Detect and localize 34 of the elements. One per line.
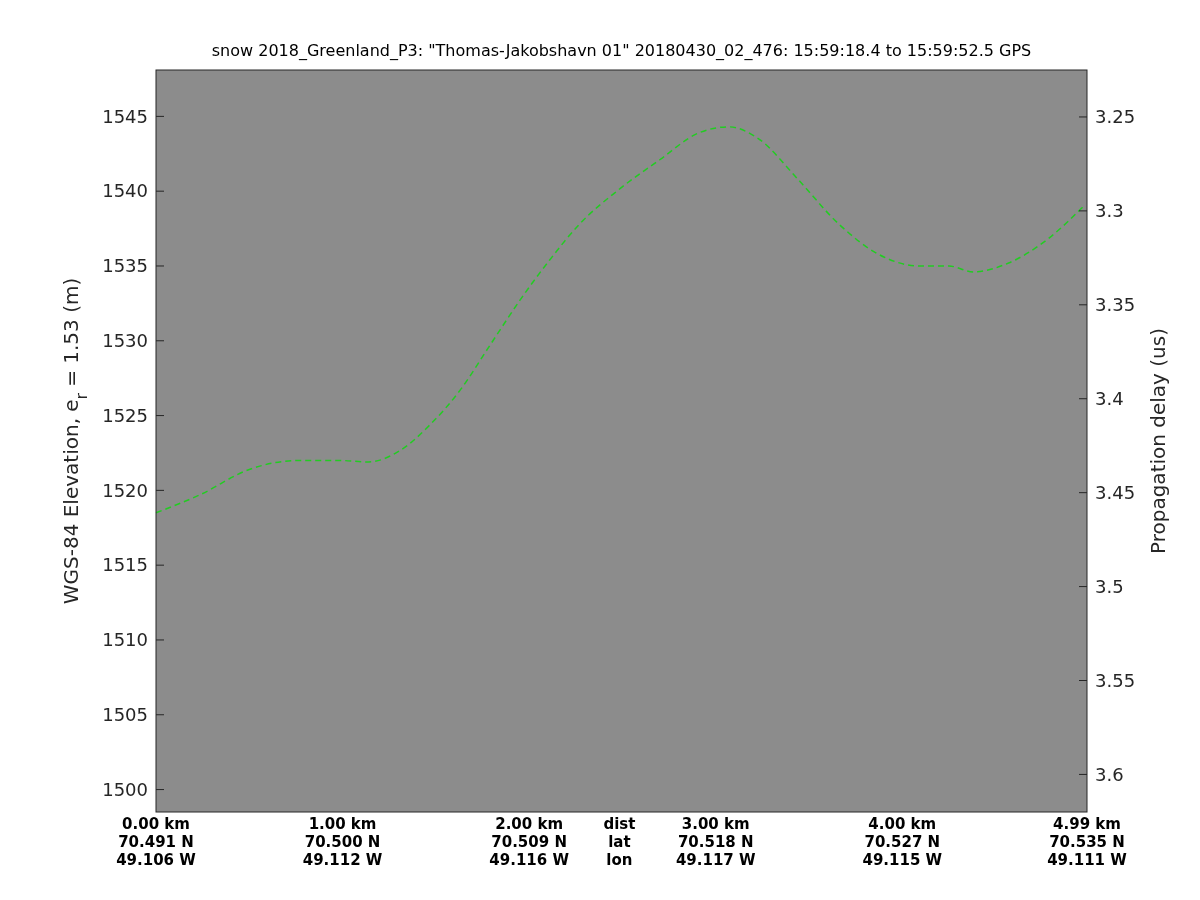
- y2-axis-title: Propagation delay (us): [1146, 327, 1170, 555]
- x-tick-label: 3.00 km: [681, 815, 750, 833]
- y2-tick-label: 3.55: [1095, 669, 1136, 691]
- text: 70.500 N 49.112 W: [302, 833, 383, 869]
- y-tick-label: 1545: [102, 105, 148, 127]
- x-tick-label: 2.00 km: [495, 815, 564, 833]
- text: 70.535 N 49.111 W: [1047, 833, 1128, 869]
- y-tick-label: 1500: [102, 778, 148, 800]
- x-tick-label: 4.99 km: [1053, 815, 1121, 833]
- text: dist lat lon: [603, 815, 636, 869]
- y-tick-label: 1520: [102, 479, 148, 501]
- y2-tick-label: 3.45: [1095, 481, 1136, 503]
- y2-tick-label: 3.6: [1095, 763, 1124, 785]
- line-series: [155, 126, 1086, 514]
- text: 70.527 N 49.115 W: [862, 833, 943, 869]
- y-tick-label: 1515: [102, 554, 148, 576]
- y2-tick-label: 3.3: [1095, 200, 1124, 222]
- y-tick-label: 1530: [102, 330, 148, 352]
- y2-tick-label: 3.5: [1095, 575, 1124, 597]
- y2-tick-label: 3.25: [1095, 106, 1136, 128]
- text: 70.509 N 49.116 W: [489, 833, 570, 869]
- x-tick-label: 0.00 km: [122, 815, 190, 833]
- y-tick-label: 1510: [102, 629, 148, 651]
- y-tick-label: 1505: [102, 704, 148, 726]
- text: 70.518 N 49.117 W: [675, 833, 756, 869]
- x-tick-label: 1.00 km: [308, 815, 377, 833]
- y2-tick-label: 3.4: [1095, 388, 1124, 410]
- x-tick-label: 4.00 km: [868, 815, 937, 833]
- y-tick-label: 1525: [102, 404, 148, 426]
- chart-title: snow 2018_Greenland_P3: "Thomas-Jakobshavn 01" 20180430_02_476: 15:59:18.4 to 15:59:52.5 GPS: [211, 41, 1032, 61]
- y-tick-label: 1535: [102, 255, 148, 277]
- text: 70.491 N 49.106 W: [116, 833, 197, 869]
- y-tick-label: 1540: [102, 180, 148, 202]
- y2-tick-label: 3.35: [1095, 294, 1136, 316]
